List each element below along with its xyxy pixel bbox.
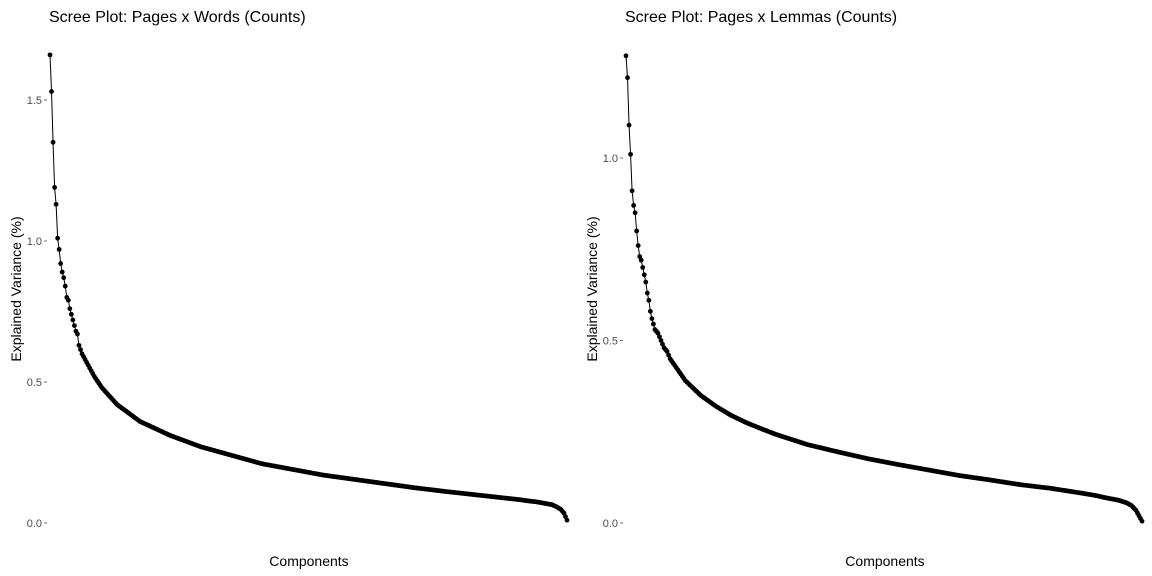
data-point bbox=[72, 323, 77, 328]
data-point bbox=[62, 283, 68, 289]
y-axis-label-words: Explained Variance (%) bbox=[8, 216, 24, 361]
data-point bbox=[65, 297, 71, 303]
data-point bbox=[56, 247, 62, 252]
data-point bbox=[47, 52, 53, 58]
chart-title-lemmas: Scree Plot: Pages x Lemmas (Counts) bbox=[625, 9, 897, 26]
y-axis-ticks-words: 0.0 0.5 1.0 1.5 bbox=[27, 95, 47, 530]
y-tick-label: 0.5 bbox=[603, 336, 618, 348]
data-point bbox=[625, 75, 630, 81]
y-tick-label: 1.0 bbox=[603, 153, 618, 165]
data-point bbox=[76, 342, 82, 348]
y-tick-label: 0.0 bbox=[603, 518, 618, 530]
data-point bbox=[638, 257, 644, 263]
chart-panel-lemmas: Scree Plot: Pages x Lemmas (Counts) Expl… bbox=[584, 9, 1145, 569]
y-tick-label: 1.5 bbox=[27, 95, 42, 107]
data-point bbox=[53, 201, 59, 207]
data-point bbox=[651, 321, 656, 327]
data-point bbox=[67, 306, 73, 312]
y-tick-label: 1.0 bbox=[27, 236, 42, 248]
data-point bbox=[78, 347, 83, 352]
x-axis-label-lemmas: Components bbox=[845, 553, 924, 569]
data-point bbox=[657, 334, 662, 340]
data-point bbox=[643, 279, 649, 285]
y-tick-label: 0.0 bbox=[27, 518, 42, 530]
data-point bbox=[626, 122, 632, 128]
data-point bbox=[666, 352, 672, 358]
data-point bbox=[1139, 518, 1145, 524]
data-point bbox=[58, 261, 64, 266]
data-point bbox=[49, 89, 54, 94]
data-point bbox=[647, 308, 653, 314]
series-line bbox=[49, 54, 568, 521]
data-point bbox=[634, 228, 640, 234]
data-point bbox=[646, 297, 652, 303]
data-point bbox=[664, 349, 670, 354]
data-point bbox=[640, 265, 646, 270]
chart-title-words: Scree Plot: Pages x Words (Counts) bbox=[49, 9, 306, 26]
data-point bbox=[59, 269, 65, 275]
data-point bbox=[632, 210, 638, 216]
data-point bbox=[655, 330, 661, 336]
data-point bbox=[68, 311, 74, 317]
data-point bbox=[644, 290, 650, 296]
data-point bbox=[635, 243, 641, 249]
y-axis-ticks-lemmas: 0.0 0.5 1.0 bbox=[603, 153, 623, 530]
plot-area-words bbox=[47, 52, 570, 523]
data-point bbox=[623, 53, 629, 59]
data-point bbox=[50, 139, 56, 145]
data-point bbox=[628, 151, 633, 157]
plot-area-lemmas bbox=[623, 53, 1145, 524]
chart-panel-words: Scree Plot: Pages x Words (Counts) Expla… bbox=[8, 9, 570, 569]
data-point bbox=[564, 517, 570, 523]
data-point bbox=[52, 185, 57, 190]
data-point bbox=[637, 254, 643, 259]
data-point bbox=[70, 317, 76, 323]
data-point bbox=[631, 203, 637, 208]
y-axis-label-lemmas: Explained Variance (%) bbox=[584, 216, 600, 361]
data-point bbox=[75, 331, 80, 337]
y-tick-label: 0.5 bbox=[27, 377, 42, 389]
data-point bbox=[629, 188, 635, 194]
data-point bbox=[55, 235, 61, 241]
data-point bbox=[658, 338, 664, 343]
series-line bbox=[625, 55, 1143, 522]
data-point bbox=[649, 316, 655, 321]
data-point bbox=[641, 272, 647, 278]
data-point bbox=[61, 275, 67, 281]
x-axis-label-words: Components bbox=[269, 553, 348, 569]
data-point bbox=[660, 341, 665, 347]
